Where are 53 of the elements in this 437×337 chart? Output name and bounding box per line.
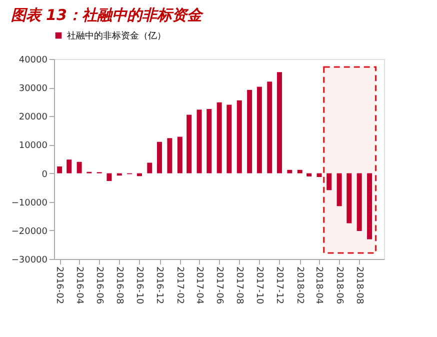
x-tick-label: 2018-04 (314, 266, 324, 304)
y-tick-label: −20000 (11, 226, 48, 237)
y-tick-label: 10000 (18, 141, 48, 152)
bar (306, 173, 312, 176)
bar (167, 138, 172, 174)
y-tick-label: 40000 (18, 56, 48, 66)
bar (367, 173, 372, 240)
bar (326, 173, 332, 190)
x-tick-label: 2018-02 (294, 266, 304, 304)
x-tick-label: 2016-04 (74, 266, 84, 304)
bar (216, 102, 222, 174)
x-tick-label: 2016-12 (154, 266, 164, 304)
x-tick-label: 2016-06 (94, 266, 104, 304)
x-tick-label: 2018-06 (334, 266, 344, 304)
x-tick-label: 2017-10 (254, 266, 264, 304)
bar (186, 114, 192, 174)
bar (316, 173, 322, 177)
bar (226, 104, 232, 174)
x-tick-label: 2017-06 (214, 266, 224, 304)
x-tick-label: 2017-04 (194, 266, 204, 304)
x-tick-label: 2016-02 (54, 266, 64, 304)
x-tick-label: 2016-08 (114, 266, 124, 304)
bar (287, 170, 292, 174)
bar (247, 90, 252, 174)
y-tick-label: 20000 (18, 112, 48, 123)
bar (147, 162, 152, 174)
bar (177, 136, 182, 174)
bar (356, 173, 362, 231)
bar (276, 72, 282, 174)
y-tick-label: −10000 (11, 198, 48, 208)
y-tick-label: 30000 (18, 84, 48, 94)
chart-title: 图表 13：社融中的非标资金 (10, 6, 204, 24)
y-tick-label: −30000 (11, 256, 48, 266)
bar (57, 166, 62, 174)
x-tick-label: 2017-02 (174, 266, 184, 304)
bar (106, 173, 112, 181)
bar (236, 100, 242, 174)
bar (346, 173, 352, 224)
bar (336, 173, 342, 206)
bar (206, 109, 212, 174)
bar (297, 170, 302, 174)
bar (256, 86, 262, 174)
x-tick-label: 2018-08 (354, 266, 364, 304)
bar (76, 162, 82, 174)
bar (157, 142, 162, 174)
x-tick-label: 2017-08 (234, 266, 244, 304)
y-tick-label: 0 (42, 170, 48, 180)
legend-label: 社融中的非标资金（亿） (67, 30, 166, 42)
x-tick-label: 2016-10 (134, 266, 144, 304)
bar (66, 160, 72, 174)
x-tick-label: 2017-12 (274, 266, 284, 304)
bar (196, 110, 202, 174)
bar (267, 82, 272, 174)
